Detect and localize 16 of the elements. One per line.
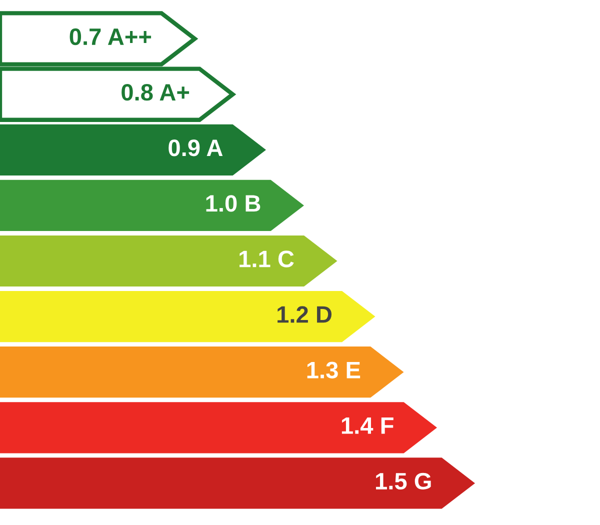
bar	[0, 235, 338, 287]
y-tick-label: 0.8 A+	[122, 84, 190, 101]
y-tick-label: 1.4 F	[342, 418, 394, 434]
y-tick-label: 1.3 E	[307, 362, 360, 378]
bar	[0, 458, 475, 509]
y-tick-label: 1.1 C	[240, 250, 294, 268]
y-tick-label: 1.5 G	[376, 472, 431, 490]
y-tick-label: 0.9 A	[168, 140, 223, 156]
bar	[0, 346, 404, 398]
bar	[0, 124, 266, 176]
bar	[0, 180, 304, 231]
y-tick-label: 0.7 A++	[70, 28, 152, 46]
bar	[0, 402, 437, 454]
y-tick-label: 1.2 D	[278, 306, 332, 323]
bar	[0, 291, 376, 342]
y-tick-label: 1.0 B	[206, 195, 260, 212]
